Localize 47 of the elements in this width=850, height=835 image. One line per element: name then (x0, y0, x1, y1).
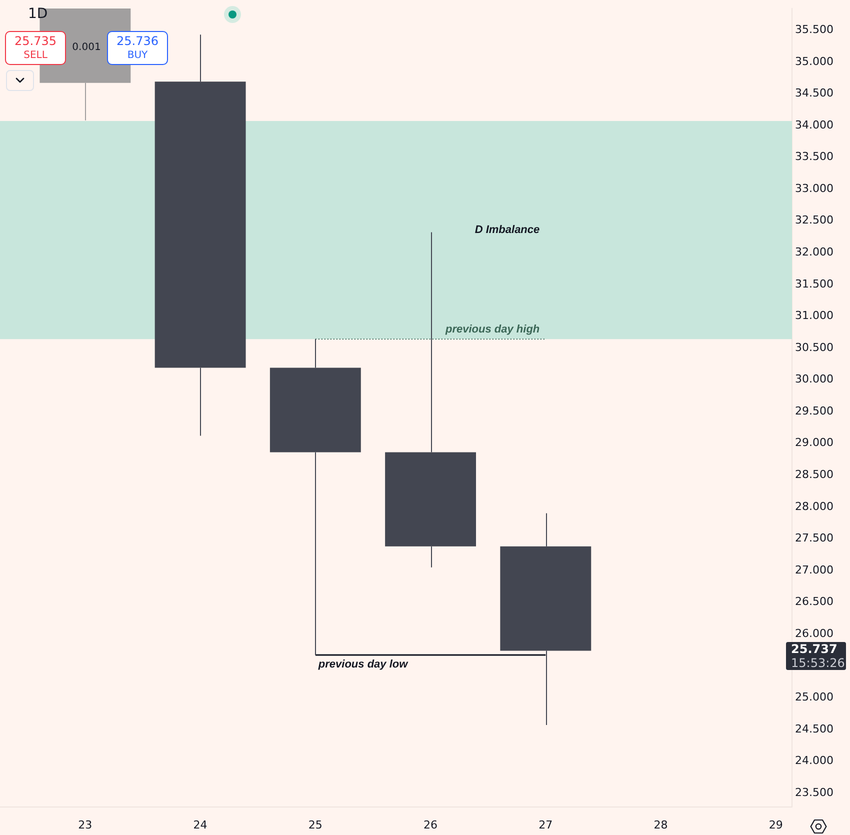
y-tick-label: 25.000 (795, 690, 834, 704)
y-tick-label: 23.500 (795, 786, 834, 799)
x-tick-label: 26 (424, 818, 438, 832)
y-tick-label: 27.500 (795, 532, 834, 545)
x-tick-label: 29 (768, 818, 783, 832)
sell-button: 25.735 SELL (5, 31, 66, 65)
x-tick-label: 24 (193, 818, 208, 832)
y-tick-label: 29.000 (795, 436, 834, 450)
y-tick-label: 34.500 (795, 86, 834, 100)
y-tick-label: 35.500 (795, 22, 834, 36)
x-tick-label: 23 (78, 818, 92, 832)
y-tick-label: 29.500 (795, 404, 834, 418)
y-tick-label: 35.000 (795, 54, 834, 68)
candlestick (500, 512, 592, 726)
candlestick (270, 338, 361, 656)
annotation: 25.735 (14, 34, 56, 49)
chart-title: 1D (28, 5, 48, 23)
y-tick-label: 26.500 (795, 595, 834, 608)
series-label: previous day low (317, 658, 410, 671)
y-tick-label: 31.500 (795, 277, 834, 290)
x-tick-label: 28 (654, 818, 668, 832)
annotation: 25.737 (791, 642, 838, 656)
y-tick-label: 31.000 (795, 309, 834, 322)
annotation: 15:53:26 (791, 656, 846, 670)
price-tag: 25.737 15:53:26 (786, 642, 846, 670)
band-label: D Imbalance (474, 224, 540, 236)
x-tick-label: 27 (538, 818, 553, 832)
y-tick-label: 32.500 (795, 214, 834, 227)
y-tick-label: 28.000 (795, 500, 834, 513)
annotation: SELL (24, 49, 48, 62)
y-tick-label: 33.000 (795, 182, 834, 195)
y-tick-label: 26.000 (795, 626, 834, 640)
buy-button: 25.736 BUY (107, 31, 168, 65)
y-tick-label: 30.000 (795, 372, 834, 386)
y-tick-label: 30.500 (795, 340, 834, 354)
annotation: BUY (127, 49, 148, 62)
annotation: 25.736 (116, 34, 158, 49)
y-tick-label: 24.500 (795, 722, 834, 736)
y-tick-label: 33.500 (795, 150, 834, 164)
annotation: 0.001 (71, 41, 102, 54)
series-label: previous day high (444, 324, 540, 336)
y-tick-label: 24.000 (795, 754, 834, 768)
y-tick-label: 34.000 (795, 118, 834, 132)
y-tick-label: 28.500 (795, 468, 834, 481)
x-tick-label: 25 (308, 818, 322, 832)
y-tick-label: 32.000 (795, 245, 834, 258)
y-tick-label: 27.000 (795, 563, 834, 576)
